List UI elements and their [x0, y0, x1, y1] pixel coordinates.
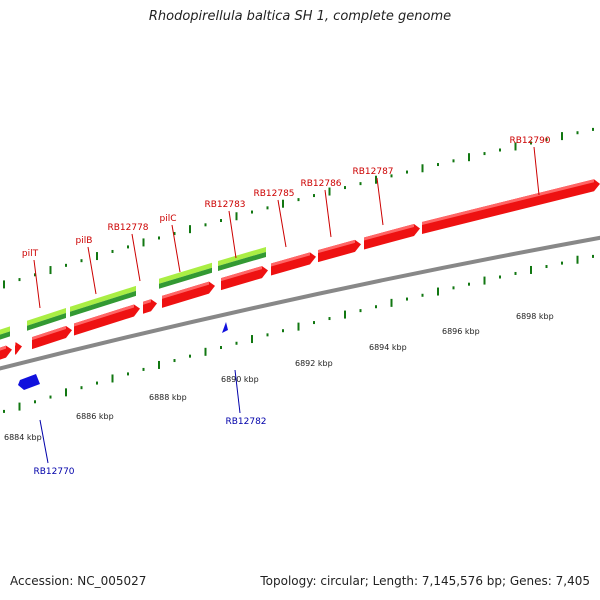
forward-gene-arrow — [221, 266, 268, 291]
feature-layer — [0, 246, 266, 340]
label-leader-line — [33, 259, 41, 309]
forward-gene-arrow — [15, 342, 22, 355]
reverse-gene-label: RB12782 — [225, 417, 266, 427]
feature-band — [27, 308, 66, 326]
label-layer: 6884 kbp 6886 kbp 6888 kbp 6890 kbp 6892 kbp… — [4, 136, 554, 477]
gene-layer — [0, 179, 600, 390]
forward-gene-label: RB12778 — [107, 223, 148, 233]
forward-gene-highlight — [32, 326, 66, 341]
forward-gene-highlight — [271, 252, 310, 267]
forward-gene-label: pilB — [76, 236, 93, 246]
genome-backbone — [0, 235, 600, 371]
feature-band — [0, 331, 10, 340]
genome-stats-text: Topology: circular; Length: 7,145,576 bp… — [260, 574, 590, 588]
scale-label: 6890 kbp — [221, 375, 259, 384]
forward-gene-arrow — [162, 281, 215, 308]
forward-gene-highlight — [422, 179, 594, 225]
forward-gene-highlight — [162, 281, 209, 299]
label-leader-line — [277, 199, 287, 248]
accession-text: Accession: NC_005027 — [10, 574, 147, 588]
forward-gene-label: pilC — [160, 214, 177, 224]
scale-label: 6884 kbp — [4, 433, 42, 442]
forward-gene-label: RB12786 — [300, 179, 341, 189]
forward-gene-label: pilT — [22, 249, 39, 259]
forward-gene-arrow — [364, 224, 420, 250]
genome-title: Rhodopirellula baltica SH 1, complete ge… — [148, 9, 452, 24]
feature-band — [159, 267, 212, 289]
label-leader-line — [131, 233, 141, 282]
forward-gene-highlight — [143, 299, 151, 305]
scale-label: 6888 kbp — [149, 393, 187, 402]
forward-gene-highlight — [74, 304, 134, 327]
feature-band — [0, 326, 10, 335]
feature-band — [27, 313, 66, 331]
forward-gene-highlight — [364, 224, 414, 241]
label-leader-line — [87, 246, 97, 295]
forward-gene-label: RB12787 — [352, 167, 393, 177]
scale-label: 6894 kbp — [369, 343, 407, 352]
feature-band — [218, 251, 266, 271]
reverse-gene-arrow — [18, 374, 40, 390]
forward-gene-label: RB12785 — [253, 189, 294, 199]
feature-band — [159, 262, 212, 284]
forward-gene-arrow — [422, 179, 600, 234]
label-leader-line — [234, 369, 241, 414]
reverse-gene-arrow — [222, 322, 228, 333]
label-leader-line — [39, 419, 49, 464]
feature-band — [218, 246, 266, 266]
forward-gene-arrow — [271, 252, 316, 276]
feature-band — [70, 285, 136, 312]
feature-band — [70, 290, 136, 317]
scale-label: 6898 kbp — [516, 312, 554, 321]
scale-layer — [3, 127, 594, 413]
label-leader-line — [376, 177, 384, 226]
label-leader-line — [533, 146, 540, 196]
forward-gene-highlight — [318, 239, 355, 254]
forward-gene-arrow — [32, 326, 72, 350]
scale-label: 6896 kbp — [442, 327, 480, 336]
scale-label: 6886 kbp — [76, 412, 114, 421]
forward-gene-highlight — [15, 342, 16, 346]
forward-gene-highlight — [0, 345, 6, 351]
label-leader-line — [324, 189, 332, 238]
label-leader-line — [171, 224, 181, 273]
forward-gene-arrow — [74, 304, 140, 336]
forward-gene-highlight — [221, 266, 262, 282]
forward-gene-arrow — [318, 239, 361, 263]
reverse-gene-label: RB12770 — [33, 467, 74, 477]
label-leader-line — [228, 210, 237, 259]
forward-gene-label: RB12790 — [509, 136, 550, 146]
scale-label: 6892 kbp — [295, 359, 333, 368]
forward-gene-label: RB12783 — [204, 200, 245, 210]
